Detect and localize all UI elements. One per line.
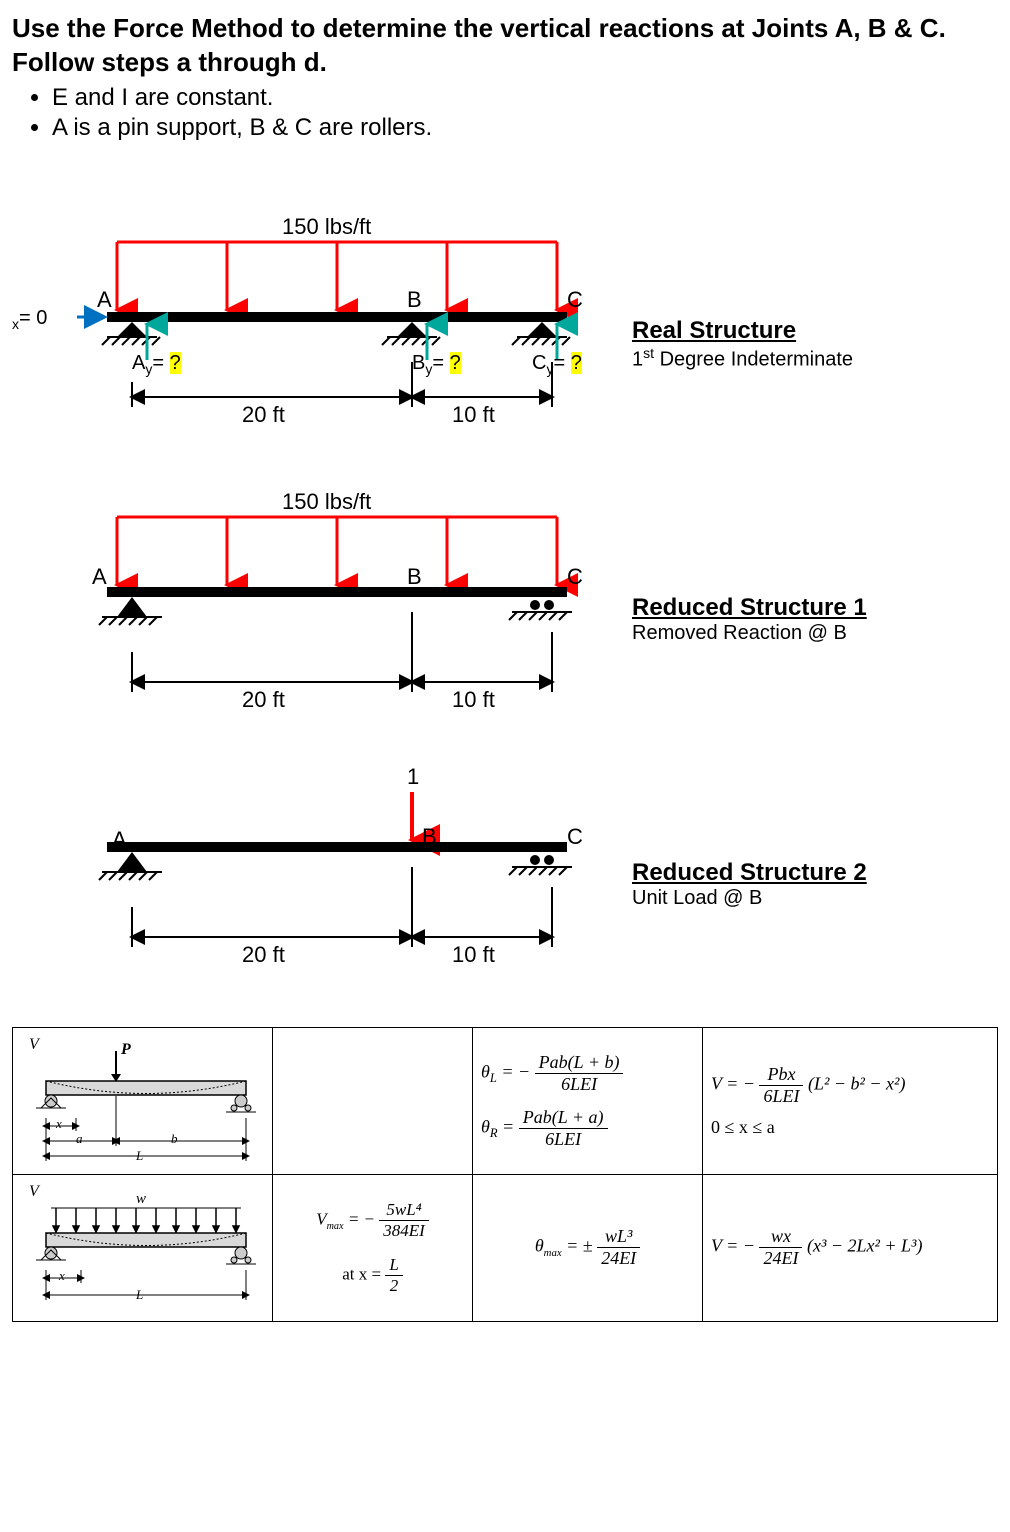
rs2-label: Reduced Structure 2 Unit Load @ B bbox=[592, 859, 998, 910]
joint-A-2: A bbox=[92, 564, 107, 590]
v-formula-1: V = − Pbx6LEI (L² − b² − x²) 0 ≤ x ≤ a bbox=[703, 1027, 998, 1174]
dim-L-2: L bbox=[136, 1287, 143, 1303]
ay-label: Ay= ? bbox=[132, 352, 181, 377]
dim-x-1: x bbox=[56, 1116, 62, 1132]
real-title: Real Structure bbox=[632, 317, 998, 345]
cy-label: Cy= ? bbox=[532, 352, 582, 377]
thetamax-formula: θmax = ± wL³24EI bbox=[473, 1174, 703, 1321]
v-label-2: V bbox=[29, 1183, 39, 1201]
dim-L-1: L bbox=[136, 1148, 143, 1164]
real-structure-label: Real Structure 1st Degree Indeterminate bbox=[592, 317, 998, 372]
ax-label: x= 0 bbox=[12, 307, 47, 332]
load-label-1: 150 lbs/ft bbox=[282, 214, 371, 240]
unit-load-label: 1 bbox=[407, 764, 419, 790]
span1-label-1: 20 ft bbox=[242, 402, 285, 428]
span1-label-2: 20 ft bbox=[242, 687, 285, 713]
by-label: By= ? bbox=[412, 352, 461, 377]
formula-table: V P x a b L θL = − Pab(L + b)6LEI θR = P… bbox=[12, 1027, 998, 1322]
rs1-title: Reduced Structure 1 bbox=[632, 594, 998, 622]
rs2-sub: Unit Load @ B bbox=[632, 887, 998, 910]
v-label-1: V bbox=[29, 1036, 39, 1054]
v-formula-2: V = − wx24EI (x³ − 2Lx² + L³) bbox=[703, 1174, 998, 1321]
joint-B-1: B bbox=[407, 287, 422, 313]
rs1-sub: Removed Reaction @ B bbox=[632, 622, 998, 645]
formula-row-1: V P x a b L θL = − Pab(L + b)6LEI θR = P… bbox=[13, 1027, 998, 1174]
span2-label-1: 10 ft bbox=[452, 402, 495, 428]
problem-title: Use the Force Method to determine the ve… bbox=[12, 12, 998, 80]
joint-B-3: B bbox=[422, 824, 437, 850]
theta-formulas: θL = − Pab(L + b)6LEI θR = Pab(L + a)6LE… bbox=[473, 1027, 703, 1174]
joint-A-3: A bbox=[112, 827, 127, 853]
title-line-2: Follow steps a through d. bbox=[12, 47, 327, 77]
span1-label-3: 20 ft bbox=[242, 942, 285, 968]
bullet-2: A is a pin support, B & C are rollers. bbox=[52, 114, 998, 142]
dim-a: a bbox=[76, 1131, 83, 1147]
joint-A-1: A bbox=[97, 287, 112, 313]
beam-diagram-dist-load: V w x L bbox=[13, 1174, 273, 1321]
real-structure-diagram: 150 lbs/ft A B C x= 0 Ay= ? By= ? Cy= ? … bbox=[12, 232, 592, 457]
joint-C-1: C bbox=[567, 287, 583, 313]
rs2-title: Reduced Structure 2 bbox=[632, 859, 998, 887]
bullet-1: E and I are constant. bbox=[52, 84, 998, 112]
reduced-structure-1-diagram: 150 lbs/ft A B C 20 ft 10 ft bbox=[12, 507, 592, 732]
p-label: P bbox=[121, 1041, 131, 1059]
bullet-list: E and I are constant. A is a pin support… bbox=[12, 84, 998, 142]
load-label-2: 150 lbs/ft bbox=[282, 489, 371, 515]
real-sub: 1st Degree Indeterminate bbox=[632, 345, 998, 372]
empty-cell-1 bbox=[273, 1027, 473, 1174]
rs1-label: Reduced Structure 1 Removed Reaction @ B bbox=[592, 594, 998, 645]
span2-label-2: 10 ft bbox=[452, 687, 495, 713]
w-label: w bbox=[136, 1191, 146, 1208]
diagram-row-real: 150 lbs/ft A B C x= 0 Ay= ? By= ? Cy= ? … bbox=[12, 232, 998, 457]
title-line-1: Use the Force Method to determine the ve… bbox=[12, 13, 946, 43]
joint-B-2: B bbox=[407, 564, 422, 590]
dim-x-2: x bbox=[59, 1268, 65, 1284]
span2-label-3: 10 ft bbox=[452, 942, 495, 968]
beam-diagram-point-load: V P x a b L bbox=[13, 1027, 273, 1174]
dim-b: b bbox=[171, 1131, 178, 1147]
formula-row-2: V w x L Vmax = − 5wL⁴384EI at x = L2 θma… bbox=[13, 1174, 998, 1321]
joint-C-3: C bbox=[567, 824, 583, 850]
diagram-row-rs2: 1 A B C 20 ft 10 ft Reduced Structure 2 … bbox=[12, 782, 998, 987]
joint-C-2: C bbox=[567, 564, 583, 590]
reduced-structure-2-diagram: 1 A B C 20 ft 10 ft bbox=[12, 782, 592, 987]
vmax-formula: Vmax = − 5wL⁴384EI at x = L2 bbox=[273, 1174, 473, 1321]
diagram-row-rs1: 150 lbs/ft A B C 20 ft 10 ft Reduced Str… bbox=[12, 507, 998, 732]
